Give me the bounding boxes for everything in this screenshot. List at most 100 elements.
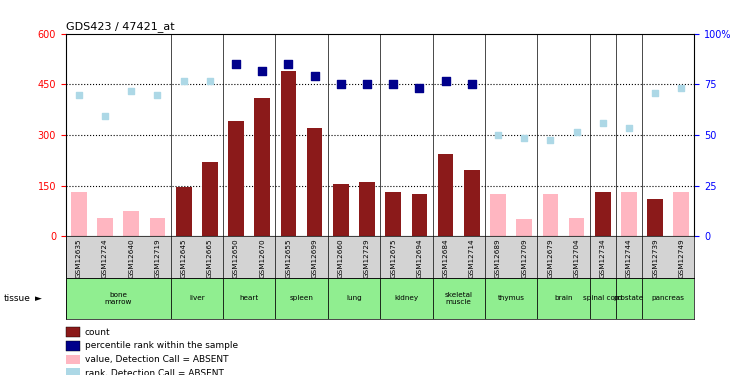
Point [675,85,687,91]
Text: GSM12699: GSM12699 [311,238,318,278]
Text: GSM12660: GSM12660 [338,238,344,278]
Text: GSM12635: GSM12635 [76,238,82,278]
Point [73,92,85,98]
Text: GSM12640: GSM12640 [128,238,135,278]
Text: rank, Detection Call = ABSENT: rank, Detection Call = ABSENT [85,369,224,375]
Text: GSM12679: GSM12679 [548,238,553,278]
Text: GSM12665: GSM12665 [207,238,213,278]
Text: thymus: thymus [498,295,525,301]
Bar [673,192,689,236]
Text: brain: brain [554,295,572,301]
Text: kidney: kidney [394,295,418,301]
Text: GSM12704: GSM12704 [574,238,580,278]
Bar [281,71,296,236]
Text: GSM12739: GSM12739 [652,238,658,278]
Text: GSM12714: GSM12714 [469,238,475,278]
Text: lung: lung [346,295,362,301]
Bar [412,194,427,236]
Bar [170,278,223,319]
Point [308,73,320,79]
Text: GSM12645: GSM12645 [181,238,186,278]
Point [518,135,530,141]
Bar [537,278,590,319]
Bar [569,217,584,236]
Bar [490,194,506,236]
Bar [485,278,537,319]
Bar [307,128,322,236]
Point [597,120,609,126]
Bar [616,278,642,319]
Bar [97,217,113,236]
Text: spleen: spleen [289,295,314,301]
Point [126,88,137,94]
Bar [150,217,165,236]
Bar [464,170,480,236]
Text: GSM12684: GSM12684 [442,238,449,278]
Point [545,137,556,143]
Bar [621,192,637,236]
Bar [223,278,276,319]
Bar [66,368,80,375]
Bar [228,122,244,236]
Bar [202,162,218,236]
Bar [66,278,170,319]
Bar [124,211,139,236]
Text: heart: heart [240,295,259,301]
Point [649,90,661,96]
Bar [385,192,401,236]
Bar [66,327,80,337]
Point [283,61,295,67]
Point [361,81,373,87]
Text: prostate: prostate [614,295,644,301]
Text: bone
marrow: bone marrow [105,292,132,304]
Point [204,78,216,84]
Bar [175,188,192,236]
Text: GSM12734: GSM12734 [599,238,606,278]
Bar [333,184,349,236]
Text: ►: ► [35,294,42,303]
Text: GSM12670: GSM12670 [260,238,265,278]
Text: GSM12709: GSM12709 [521,238,527,278]
Bar [359,182,375,236]
Bar [516,219,532,236]
Text: GSM12675: GSM12675 [390,238,396,278]
Text: pancreas: pancreas [652,295,685,301]
Point [230,61,242,67]
Text: percentile rank within the sample: percentile rank within the sample [85,341,238,350]
Text: count: count [85,328,110,337]
Point [623,125,635,131]
Text: GDS423 / 47421_at: GDS423 / 47421_at [66,22,175,33]
Bar [648,199,663,236]
Point [178,78,189,84]
Text: skeletal
muscle: skeletal muscle [444,292,473,304]
Bar [438,154,453,236]
Point [440,78,452,84]
Text: GSM12724: GSM12724 [102,238,108,278]
Point [151,92,163,98]
Point [99,113,111,119]
Text: GSM12650: GSM12650 [233,238,239,278]
Bar [276,278,327,319]
Bar [71,192,87,236]
Text: GSM12749: GSM12749 [678,238,684,278]
Point [335,81,346,87]
Point [492,132,504,138]
Text: spinal cord: spinal cord [583,295,623,301]
Point [387,81,399,87]
Point [466,81,477,87]
Bar [433,278,485,319]
Bar [590,278,616,319]
Bar [642,278,694,319]
Text: GSM12719: GSM12719 [154,238,161,278]
Bar [254,98,270,236]
Text: GSM12744: GSM12744 [626,238,632,278]
Bar [66,354,80,364]
Text: GSM12689: GSM12689 [495,238,501,278]
Text: tissue: tissue [4,294,31,303]
Text: value, Detection Call = ABSENT: value, Detection Call = ABSENT [85,355,228,364]
Point [571,129,583,135]
Point [414,85,425,91]
Bar [327,278,380,319]
Bar [66,341,80,351]
Bar [380,278,433,319]
